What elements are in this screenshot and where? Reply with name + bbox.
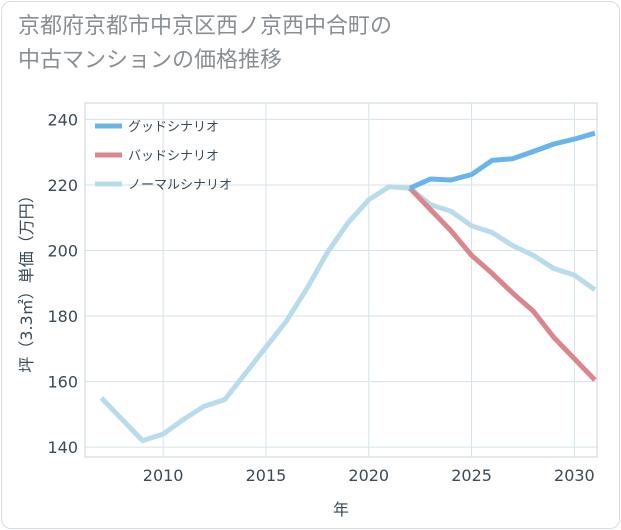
y-tick-label: 200 bbox=[47, 242, 78, 261]
x-tick-label: 2020 bbox=[348, 466, 389, 485]
x-tick-label: 2010 bbox=[143, 466, 184, 485]
series-line-0 bbox=[408, 130, 596, 191]
y-tick-label: 240 bbox=[47, 110, 78, 129]
plot-area bbox=[85, 103, 597, 457]
x-tick-label: 2025 bbox=[451, 466, 492, 485]
x-tick-label: 2030 bbox=[554, 466, 595, 485]
x-axis-title: 年 bbox=[333, 500, 349, 519]
y-tick-label: 220 bbox=[47, 176, 78, 195]
chart-title-line1: 京都府京都市中京区西ノ京西中合町の bbox=[18, 14, 393, 39]
y-tick-label: 160 bbox=[47, 373, 78, 392]
y-tick-label: 140 bbox=[47, 438, 78, 457]
legend-label: グッドシナリオ bbox=[128, 120, 219, 135]
legend-label: ノーマルシナリオ bbox=[128, 178, 232, 193]
series-line-2 bbox=[99, 184, 597, 444]
series-line-1 bbox=[408, 186, 597, 382]
series-lines bbox=[99, 130, 597, 444]
chart-title: 京都府京都市中京区西ノ京西中合町の 中古マンションの価格推移 bbox=[18, 10, 392, 78]
axes: 2010 2015 2020 2025 2030 140 160 180 200 220 240 bbox=[47, 102, 598, 485]
y-tick-label: 180 bbox=[47, 307, 78, 326]
y-axis-title: 坪（3.3㎡）単価（万円） bbox=[17, 187, 36, 372]
chart-title-line2: 中古マンションの価格推移 bbox=[18, 48, 283, 73]
x-tick-label: 2015 bbox=[246, 466, 287, 485]
plot-border bbox=[84, 102, 598, 458]
legend-label: バッドシナリオ bbox=[128, 149, 219, 164]
grid bbox=[85, 103, 597, 457]
